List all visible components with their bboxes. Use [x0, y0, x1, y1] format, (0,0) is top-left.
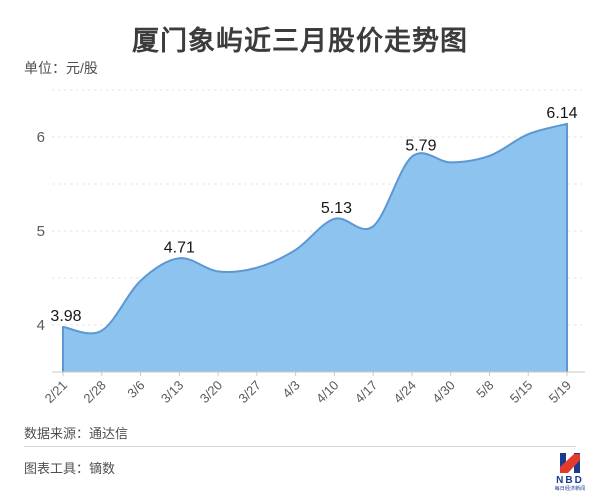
- nbd-logo-icon: [560, 453, 580, 473]
- svg-text:4.71: 4.71: [164, 239, 195, 256]
- nbd-logo: NBD 每日经济新闻: [546, 452, 594, 493]
- svg-text:3/20: 3/20: [197, 378, 226, 407]
- nbd-logo-subtext: 每日经济新闻: [554, 486, 586, 492]
- area-fill: [63, 123, 567, 372]
- y-axis-labels: 4 5 6: [37, 129, 45, 334]
- point-labels: 3.98 4.71 5.13 5.79 6.14: [50, 105, 577, 325]
- tool-label: 图表工具：镝数: [24, 461, 116, 476]
- svg-text:4/30: 4/30: [429, 378, 458, 407]
- svg-text:3/13: 3/13: [158, 378, 187, 407]
- svg-text:3.98: 3.98: [50, 308, 81, 325]
- svg-text:3/6: 3/6: [124, 378, 147, 401]
- source-label: 数据来源：通达信: [24, 426, 129, 441]
- svg-text:4/24: 4/24: [391, 378, 420, 407]
- unit-label: 单位：元/股: [24, 60, 98, 76]
- svg-text:2/21: 2/21: [42, 378, 71, 407]
- svg-text:3/27: 3/27: [235, 378, 264, 407]
- svg-text:5/15: 5/15: [507, 378, 536, 407]
- x-axis: [52, 371, 585, 376]
- x-axis-labels: 2/21 2/28 3/6 3/13 3/20 3/27 4/3 4/10 4/17 4/24 4/…: [42, 378, 575, 407]
- svg-text:5.13: 5.13: [321, 200, 352, 217]
- svg-text:2/28: 2/28: [80, 378, 109, 407]
- svg-text:6: 6: [37, 129, 45, 146]
- svg-text:4/10: 4/10: [313, 378, 342, 407]
- nbd-logo-text: NBD: [556, 475, 584, 486]
- svg-text:5.79: 5.79: [405, 138, 436, 155]
- svg-text:4/17: 4/17: [352, 378, 381, 407]
- chart-title: 厦门象屿近三月股价走势图: [132, 26, 468, 56]
- svg-text:5/19: 5/19: [546, 378, 575, 407]
- svg-text:6.14: 6.14: [546, 105, 577, 122]
- svg-text:5/8: 5/8: [473, 378, 496, 401]
- footer-divider: [24, 446, 576, 447]
- svg-text:4: 4: [37, 317, 45, 334]
- svg-text:4/3: 4/3: [279, 378, 302, 401]
- price-line: [62, 122, 568, 372]
- svg-text:5: 5: [37, 223, 45, 240]
